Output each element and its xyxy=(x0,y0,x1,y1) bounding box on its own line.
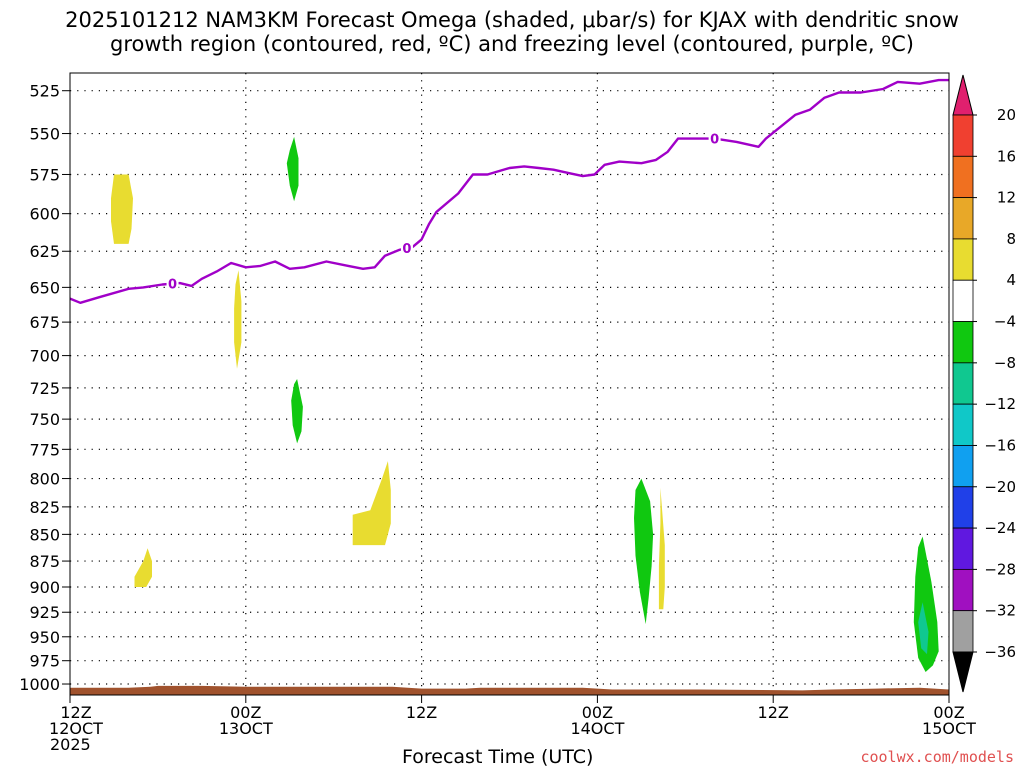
freezing-level: 0 0 0 xyxy=(69,78,949,304)
y-tick-label: 775 xyxy=(29,440,60,459)
omega-region xyxy=(234,270,242,369)
grid xyxy=(70,73,949,695)
freezing-level-label: 0 xyxy=(402,242,411,257)
y-tick-label: 800 xyxy=(29,470,60,489)
freezing-label-bg xyxy=(400,240,413,256)
y-tick-label: 725 xyxy=(29,379,60,398)
colorbar-label: −32 xyxy=(984,602,1016,620)
y-tick-label: 825 xyxy=(29,498,60,517)
colorbar-segment xyxy=(952,486,974,529)
x-tick-label: 14OCT xyxy=(570,719,624,738)
colorbar-top-triangle xyxy=(952,74,974,116)
freezing-level-label: 0 xyxy=(168,278,177,293)
omega-region xyxy=(291,379,303,444)
colorbar-label: −8 xyxy=(994,354,1016,372)
chart-subtitle: growth region (contoured, red, ºC) and f… xyxy=(110,32,914,56)
y-tick-label: 675 xyxy=(29,313,60,332)
omega-region xyxy=(913,536,939,672)
x-tick-label: 12Z xyxy=(406,703,437,722)
y-tick-label: 900 xyxy=(29,578,60,597)
x-tick-label: 12Z xyxy=(60,703,91,722)
x-tick-label: 15OCT xyxy=(922,719,976,738)
y-tick-label: 525 xyxy=(29,82,60,101)
colorbar-label: 20 xyxy=(997,106,1016,124)
colorbar-segment xyxy=(952,238,974,281)
colorbar-label: −36 xyxy=(984,643,1016,661)
colorbar-segment xyxy=(952,362,974,405)
omega-region xyxy=(134,548,152,587)
colorbar-segment xyxy=(952,279,974,322)
y-tick-label: 750 xyxy=(29,410,60,429)
colorbar-bottom-triangle xyxy=(952,651,974,693)
y-tick-label: 1000 xyxy=(19,675,60,694)
y-tick-label: 600 xyxy=(29,205,60,224)
colorbar-label: −16 xyxy=(984,436,1016,454)
x-tick-label: 00Z xyxy=(582,703,613,722)
y-tick-label: 650 xyxy=(29,278,60,297)
y-tick-label: 925 xyxy=(29,603,60,622)
y-axis: 525 550 575 600 625 650 675 700 725 750 775 800 825 8… xyxy=(19,82,70,694)
colorbar: 20 16 12 8 4 −4 −8 −12 −16 −20 −24 −28 −32 −36 xyxy=(952,74,1016,693)
omega-region xyxy=(658,487,665,610)
y-tick-label: 850 xyxy=(29,525,60,544)
omega-shading xyxy=(111,136,939,672)
colorbar-segment xyxy=(952,568,974,612)
y-tick-label: 700 xyxy=(29,347,60,366)
colorbar-segment xyxy=(952,197,974,240)
colorbar-label: −24 xyxy=(984,519,1016,537)
y-tick-label: 625 xyxy=(29,242,60,261)
chart-title: 2025101212 NAM3KM Forecast Omega (shaded… xyxy=(65,8,959,32)
freezing-level-line xyxy=(69,78,949,304)
colorbar-label: 8 xyxy=(1006,230,1016,248)
plot-frame xyxy=(69,72,950,696)
colorbar-label: 16 xyxy=(997,147,1016,165)
x-tick-label: 13OCT xyxy=(219,719,273,738)
credit-text: coolwx.com/models xyxy=(860,748,1014,766)
colorbar-segment xyxy=(952,527,974,570)
omega-region xyxy=(918,602,929,655)
x-tick-label: 00Z xyxy=(933,703,964,722)
freezing-label-bg xyxy=(708,130,721,146)
y-tick-label: 550 xyxy=(29,125,60,144)
omega-region xyxy=(111,174,133,244)
x-tick-label: 2025 xyxy=(50,735,91,754)
omega-region xyxy=(634,478,654,625)
terrain-fill xyxy=(70,685,949,695)
colorbar-segment xyxy=(952,114,974,157)
x-tick-label: 12Z xyxy=(758,703,789,722)
x-tick-label: 12OCT xyxy=(49,719,103,738)
terrain xyxy=(70,685,949,695)
colorbar-label: 12 xyxy=(997,189,1016,207)
omega-region xyxy=(352,461,391,546)
y-tick-label: 950 xyxy=(29,628,60,647)
colorbar-segment xyxy=(952,610,974,653)
freezing-level-label: 0 xyxy=(710,133,719,148)
y-tick-label: 875 xyxy=(29,552,60,571)
y-tick-label: 975 xyxy=(29,652,60,671)
y-tick-label: 575 xyxy=(29,165,60,184)
omega-region xyxy=(286,136,299,202)
colorbar-label: −4 xyxy=(994,313,1016,331)
x-axis-label: Forecast Time (UTC) xyxy=(402,746,594,768)
colorbar-segment xyxy=(952,445,974,488)
colorbar-label: −12 xyxy=(984,395,1016,413)
colorbar-segment xyxy=(952,155,974,199)
colorbar-label: 4 xyxy=(1006,271,1016,289)
x-tick-label: 00Z xyxy=(230,703,261,722)
freezing-label-bg xyxy=(166,275,179,291)
colorbar-segment xyxy=(952,321,974,364)
colorbar-label: −20 xyxy=(984,478,1016,496)
colorbar-label: −28 xyxy=(984,560,1016,578)
colorbar-segment xyxy=(952,403,974,446)
